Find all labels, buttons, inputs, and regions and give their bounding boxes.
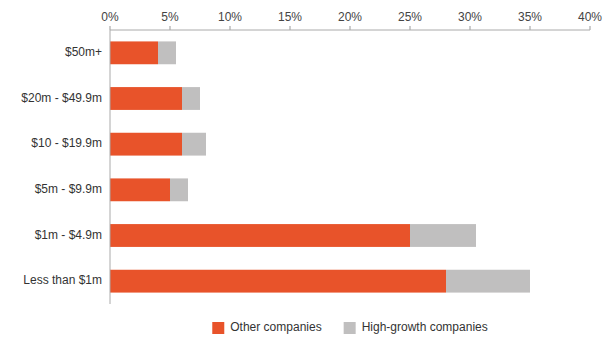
bar — [110, 41, 158, 64]
chart: 0% 5% 10% 15% 20% 25% 30% 35% 40% $50m+ $20m - $49… — [0, 0, 612, 348]
tick-mark — [590, 26, 591, 30]
legend-swatch — [344, 322, 356, 334]
bar — [182, 133, 206, 156]
category-label: Less than $1m — [23, 273, 102, 287]
bar — [110, 133, 182, 156]
tick-label: 30% — [458, 10, 482, 24]
legend: Other companies High-growth companies — [212, 320, 487, 334]
y-axis-line — [110, 30, 111, 304]
y-axis: $50m+ $20m - $49.9m $10 - $19.9m $5m - $9.9… — [21, 45, 102, 287]
tick-mark — [110, 26, 111, 30]
tick-label: 5% — [161, 10, 179, 24]
bars — [110, 41, 530, 292]
bar — [170, 178, 188, 201]
legend-label: High-growth companies — [362, 320, 488, 334]
tick-label: 20% — [338, 10, 362, 24]
tick-mark — [290, 26, 291, 30]
tick-mark — [410, 26, 411, 30]
category-label: $10 - $19.9m — [31, 136, 102, 150]
tick-label: 35% — [518, 10, 542, 24]
bar — [110, 224, 410, 247]
legend-label: Other companies — [230, 320, 321, 334]
x-axis-line — [110, 30, 590, 31]
tick-label: 40% — [578, 10, 602, 24]
tick-mark — [230, 26, 231, 30]
tick-mark — [350, 26, 351, 30]
tick-label: 25% — [398, 10, 422, 24]
tick-label: 10% — [218, 10, 242, 24]
category-label: $5m - $9.9m — [35, 182, 102, 196]
bar — [110, 87, 182, 110]
bar — [110, 270, 446, 293]
legend-swatch — [212, 322, 224, 334]
bar — [446, 270, 530, 293]
bar — [182, 87, 200, 110]
tick-label: 15% — [278, 10, 302, 24]
bar — [110, 178, 170, 201]
bar — [158, 41, 176, 64]
tick-mark — [470, 26, 471, 30]
tick-mark — [530, 26, 531, 30]
x-axis: 0% 5% 10% 15% 20% 25% 30% 35% 40% — [101, 10, 602, 30]
category-label: $50m+ — [65, 45, 102, 59]
category-label: $20m - $49.9m — [21, 91, 102, 105]
bar — [410, 224, 476, 247]
category-label: $1m - $4.9m — [35, 228, 102, 242]
tick-mark — [170, 26, 171, 30]
tick-label: 0% — [101, 10, 119, 24]
